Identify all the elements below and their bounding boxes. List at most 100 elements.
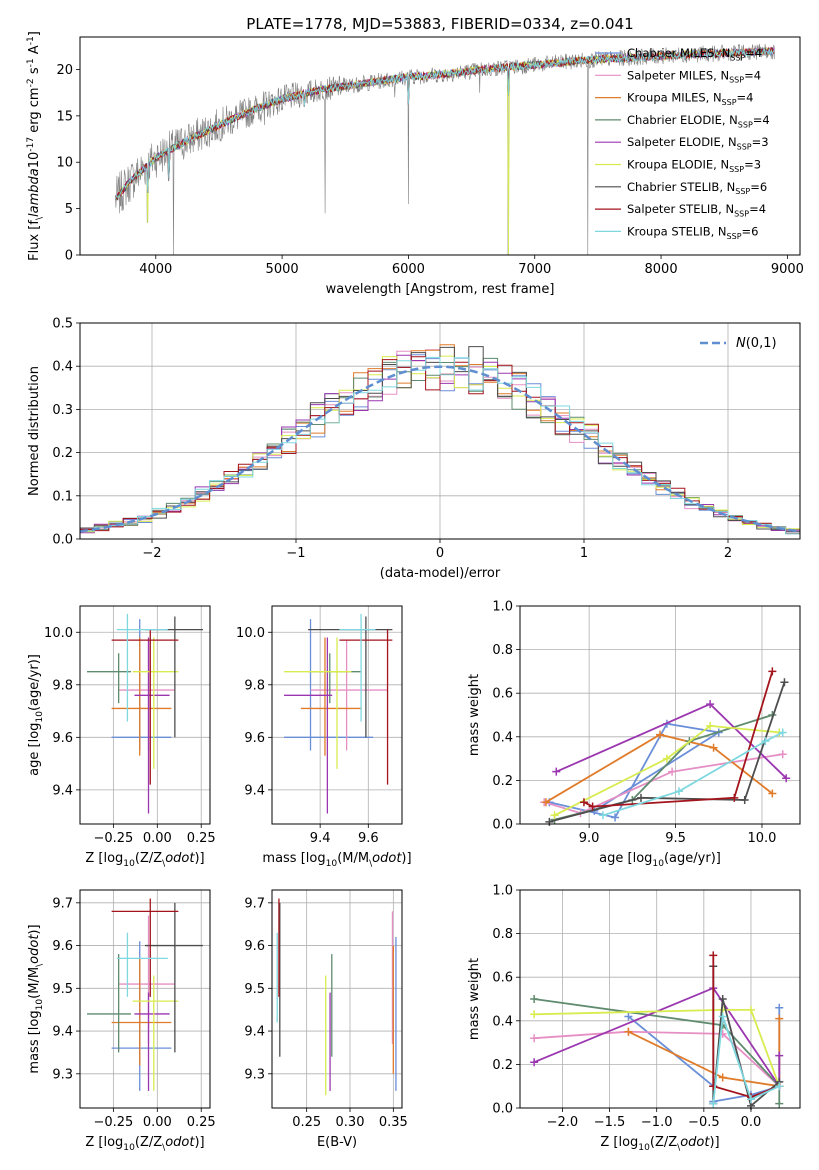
- x-tick-label: 0.00: [143, 831, 172, 846]
- x-tick-label: 6000: [392, 262, 425, 277]
- y-tick-label: 9.7: [52, 896, 73, 911]
- x-axis-label: (data-model)/error: [380, 566, 501, 581]
- x-tick-label: −0.25: [93, 1115, 133, 1130]
- series-marker: [579, 798, 588, 807]
- series-marker: [552, 767, 561, 776]
- errorbar-point-kroupa-elodie: [284, 637, 352, 769]
- errorbar-point-kroupa-elodie: [132, 637, 179, 769]
- x-tick-label: 4000: [139, 262, 172, 277]
- x-tick-label: 2: [724, 546, 732, 561]
- series-marker: [775, 1003, 784, 1012]
- mass-weight-vs-age-panel: 9.0 9.5 10.0 0.0 0.2 0.4 0.6 0.8 1.0 age [log10(a…: [467, 600, 801, 869]
- series-marker: [761, 737, 770, 746]
- y-axis-label: mass weight: [467, 674, 482, 756]
- series-line: [554, 724, 780, 817]
- series-marker: [530, 1010, 539, 1019]
- series-marker: [782, 774, 791, 783]
- axes-frame: [79, 36, 801, 256]
- series-marker: [706, 721, 715, 730]
- x-axis-label: age [log10(age/yr)]: [599, 851, 721, 869]
- age-vs-mass-panel: 9.4 9.6 9.4 9.6 9.8 10.0 mass [log10(M/M\odot)…: [236, 605, 412, 869]
- y-tick-label: 15: [56, 109, 73, 124]
- age-vs-metallicity-panel: −0.25 0.00 0.25 9.4 9.6 9.8 10.0 Z [log10(Z/Z\o…: [27, 605, 216, 869]
- y-axis-label: age [log10(age/yr)]: [27, 654, 45, 776]
- errorbar-point-kroupa-stelib: [116, 613, 168, 722]
- x-tick-label: 1: [580, 546, 588, 561]
- series-line: [712, 955, 780, 1099]
- x-tick-label: 9000: [771, 262, 804, 277]
- errorbar-point-kroupa-stelib: [116, 932, 168, 997]
- x-tick-label: 0.25: [187, 831, 216, 846]
- x-tick-label: −0.5: [688, 1115, 720, 1130]
- legend-label: Kroupa STELIB, NSSP=6: [627, 224, 758, 240]
- legend-label: Salpeter STELIB, NSSP=4: [627, 202, 766, 218]
- x-tick-label: 9.4: [310, 831, 331, 846]
- legend-label: Kroupa MILES, NSSP=4: [627, 91, 753, 107]
- series-marker: [550, 811, 559, 820]
- x-tick-label: 5000: [266, 262, 299, 277]
- y-tick-label: 9.4: [52, 1025, 73, 1040]
- series-marker: [675, 787, 684, 796]
- series-marker: [624, 1027, 633, 1036]
- axes-frame: [79, 605, 211, 825]
- errorbar-point-salpeter-elodie: [134, 637, 170, 814]
- series-marker: [706, 700, 715, 709]
- series-marker: [775, 1082, 784, 1091]
- y-tick-label: 0: [65, 249, 73, 264]
- x-tick-label: −1: [286, 546, 305, 561]
- series-marker: [662, 754, 671, 763]
- y-tick-label: 0.6: [492, 687, 513, 702]
- series-line: [543, 753, 783, 815]
- y-tick-label: 9.8: [244, 678, 265, 693]
- weight-series-chabrier-elodie: [550, 711, 777, 824]
- y-tick-label: 0.3: [52, 403, 73, 418]
- legend-label: Salpeter MILES, NSSP=4: [627, 68, 761, 84]
- x-axis-label: E(B-V): [317, 1135, 357, 1150]
- y-tick-label: 0.4: [492, 1014, 513, 1029]
- y-tick-label: 0.5: [52, 317, 73, 332]
- weight-series-kroupa-miles: [541, 730, 777, 807]
- x-axis-label: mass [log10(M/M\odot)]: [262, 851, 411, 869]
- series-marker: [718, 995, 727, 1003]
- x-tick-label: −1.0: [641, 1115, 673, 1130]
- y-tick-label: 9.8: [52, 678, 73, 693]
- y-tick-label: 0.4: [492, 730, 513, 745]
- axes-frame: [519, 605, 801, 825]
- series-marker: [588, 802, 597, 811]
- axes-frame: [271, 605, 403, 825]
- x-tick-label: 0.25: [292, 1115, 321, 1130]
- y-tick-label: 9.6: [244, 939, 265, 954]
- errorbar-point-kroupa-miles: [111, 958, 172, 1066]
- x-tick-label: −1.5: [594, 1115, 626, 1130]
- x-tick-label: 9.0: [579, 831, 600, 846]
- x-tick-label: −2: [142, 546, 161, 561]
- y-axis-label: mass [log10(M/M\odot)]: [27, 924, 45, 1073]
- series-marker: [668, 767, 677, 776]
- series-marker: [740, 796, 749, 805]
- legend-label: Chabrier MILES, NSSP=4: [627, 46, 762, 62]
- legend-label: Kroupa ELODIE, NSSP=3: [627, 158, 761, 174]
- errorbar-point-chabrier-miles: [284, 619, 374, 751]
- y-tick-label: 0.2: [492, 774, 513, 789]
- x-tick-label: 9.5: [665, 831, 686, 846]
- series-marker: [746, 1005, 755, 1014]
- y-tick-label: 9.5: [244, 982, 265, 997]
- x-tick-label: 7000: [518, 262, 551, 277]
- x-tick-label: −0.25: [93, 831, 133, 846]
- figure-title: PLATE=1778, MJD=53883, FIBERID=0334, z=0…: [246, 15, 633, 33]
- x-tick-label: 8000: [645, 262, 678, 277]
- series-marker: [709, 743, 718, 752]
- y-tick-label: 9.6: [52, 939, 73, 954]
- series-marker: [778, 750, 787, 759]
- y-tick-label: 9.6: [52, 731, 73, 746]
- errorbar-point-salpeter-miles: [310, 640, 388, 751]
- spectrum-lines: [114, 43, 775, 255]
- spectrum-legend: Chabrier MILES, NSSP=4 Salpeter MILES, NS…: [595, 46, 770, 241]
- x-axis-label: Z [log10(Z/Z\odot)]: [600, 1135, 719, 1153]
- errorbar-point-salpeter-stelib: [339, 629, 393, 785]
- y-tick-label: 10: [56, 156, 73, 171]
- y-tick-label: 9.5: [52, 982, 73, 997]
- axes-frame: [271, 889, 403, 1109]
- errorbar-point-kroupa-miles: [300, 637, 362, 756]
